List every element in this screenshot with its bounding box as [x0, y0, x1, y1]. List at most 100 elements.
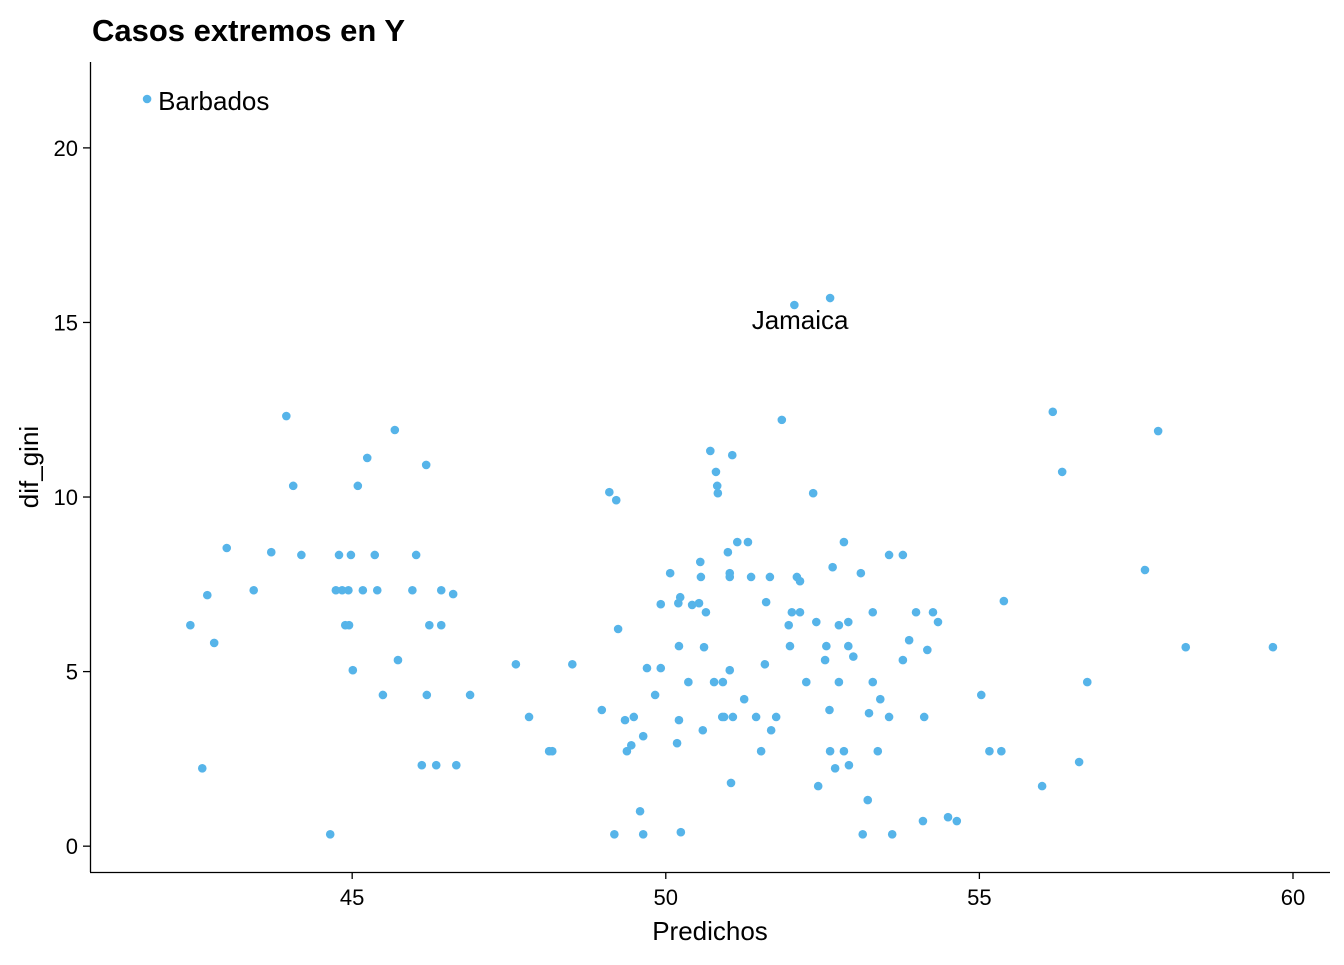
data-point [348, 665, 358, 675]
data-point [919, 712, 929, 722]
data-point [928, 607, 938, 617]
data-point [209, 638, 219, 648]
data-point [701, 607, 711, 617]
data-point [622, 746, 632, 756]
data-point [997, 746, 1006, 756]
data-point [712, 481, 722, 491]
data-point [1140, 565, 1150, 575]
data-point [822, 641, 831, 651]
data-point [699, 642, 709, 652]
data-point [266, 547, 276, 557]
data-point [723, 547, 733, 557]
data-point [746, 572, 756, 582]
data-point [362, 453, 372, 463]
data-point [844, 760, 854, 770]
data-point [999, 596, 1009, 606]
data-point [656, 663, 666, 673]
data-point [344, 585, 353, 595]
data-point [611, 495, 621, 505]
data-point [425, 620, 434, 630]
data-point [918, 816, 928, 826]
y-tick-label: 15 [54, 310, 78, 335]
data-point [674, 715, 684, 725]
data-point [713, 488, 723, 498]
data-point [448, 589, 458, 599]
data-point [638, 829, 648, 839]
data-point [436, 585, 446, 595]
data-point [372, 585, 382, 595]
data-point [943, 812, 953, 822]
data-point [1082, 677, 1092, 687]
point-label: Barbados [158, 86, 269, 116]
data-point [795, 576, 805, 586]
data-point [868, 607, 878, 617]
data-point [411, 550, 421, 560]
data-point [696, 572, 706, 582]
data-point [904, 635, 914, 645]
data-point [451, 760, 461, 770]
chart-title: Casos extremos en Y [92, 13, 405, 48]
data-point [197, 764, 207, 773]
data-point [825, 746, 835, 756]
data-point [785, 641, 795, 651]
data-point [751, 712, 761, 722]
data-point [985, 746, 994, 756]
data-point [378, 690, 388, 700]
data-point [725, 665, 735, 675]
data-point [672, 738, 682, 748]
data-point [1074, 757, 1084, 767]
data-point [524, 712, 534, 722]
x-tick-label: 55 [967, 885, 991, 910]
data-point [766, 725, 776, 735]
data-point [142, 94, 152, 104]
data-point [711, 467, 721, 477]
data-point [344, 620, 354, 630]
data-point [684, 677, 693, 687]
data-point [1048, 407, 1058, 417]
data-point [1268, 642, 1278, 652]
data-point [849, 652, 858, 661]
data-point [282, 411, 291, 421]
x-axis-label: Predichos [652, 916, 768, 946]
data-point [337, 585, 347, 595]
data-point [222, 543, 232, 553]
data-point [421, 460, 431, 470]
data-point [834, 677, 844, 687]
data-point [923, 645, 932, 655]
data-point [422, 690, 432, 700]
data-point [884, 712, 894, 722]
data-point [288, 481, 298, 491]
data-point [887, 829, 897, 839]
data-point [856, 568, 866, 578]
data-point [756, 746, 766, 756]
data-point [771, 712, 781, 722]
data-point [626, 740, 636, 750]
data-point [884, 550, 894, 560]
data-point [511, 659, 521, 669]
data-point [743, 537, 753, 547]
data-point [868, 677, 878, 687]
data-point [698, 725, 708, 735]
data-point [898, 655, 908, 665]
data-point [801, 677, 811, 687]
data-point [674, 641, 684, 651]
data-point [370, 550, 380, 560]
data-point [760, 659, 770, 669]
data-point [726, 778, 736, 788]
data-point [739, 694, 749, 704]
data-point [417, 760, 427, 770]
data-point [761, 597, 771, 607]
data-point [1037, 781, 1047, 791]
data-point [812, 617, 821, 627]
data-point [825, 705, 834, 715]
y-tick-label: 0 [66, 834, 78, 859]
data-point [431, 760, 441, 770]
data-point [620, 715, 630, 725]
data-point [875, 694, 885, 704]
data-point [834, 620, 844, 630]
data-point [777, 415, 787, 425]
data-point [358, 585, 368, 595]
data-point [694, 598, 704, 608]
data-point [656, 599, 666, 609]
